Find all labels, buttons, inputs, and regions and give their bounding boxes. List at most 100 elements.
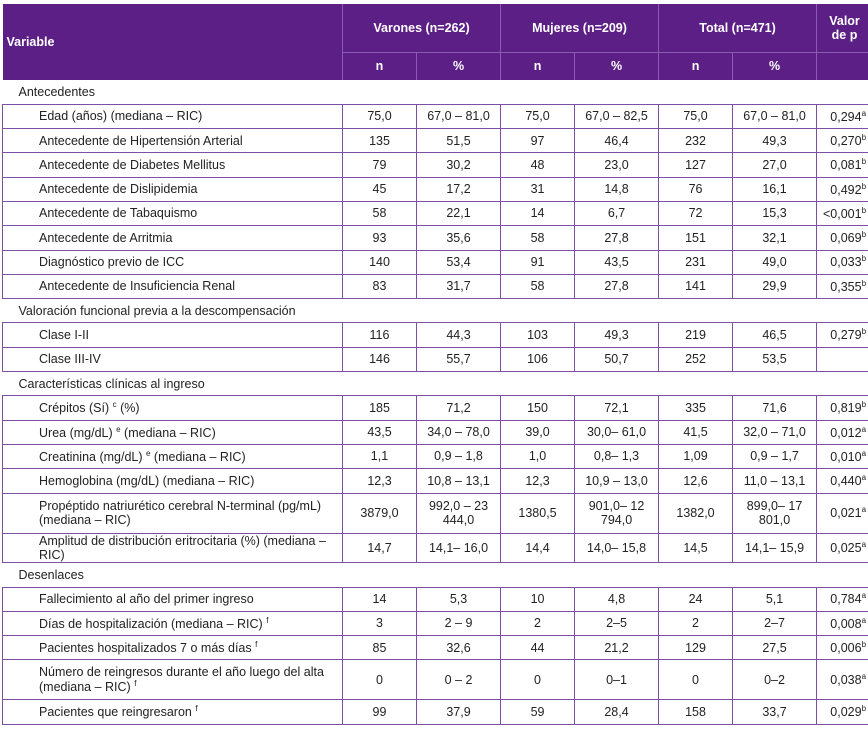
row-label-text: Días de hospitalización (mediana – RIC) [39,617,266,631]
value-cell: 44,3 [417,323,501,347]
value-cell: 33,7 [733,700,817,724]
value-cell: 14,7 [343,533,417,563]
value-cell: 21,2 [575,636,659,660]
row-label: Fallecimiento al año del primer ingreso [3,587,343,611]
value-cell: 2 [501,611,575,635]
value-cell: 0,8– 1,3 [575,444,659,468]
pvalue-text: 0,008 [830,617,861,631]
footnote-mark: b [862,133,866,142]
value-cell: 12,3 [343,469,417,493]
pvalue-text: 0,012 [830,426,861,440]
sub-header-pct: % [575,52,659,80]
value-cell: 97 [501,129,575,153]
value-cell: 22,1 [417,201,501,225]
value-cell: 231 [659,250,733,274]
pvalue-text: 0,270 [830,134,861,148]
table-row: Días de hospitalización (mediana – RIC) … [3,611,868,635]
value-cell: 3879,0 [343,493,417,533]
value-cell: 232 [659,129,733,153]
row-label: Antecedente de Dislipidemia [3,177,343,201]
pvalue-text: 0,819 [830,401,861,415]
section-row: Valoración funcional previa a la descomp… [3,299,868,323]
footnote-mark: a [862,109,866,118]
group-header-mujeres: Mujeres (n=209) [501,4,659,52]
value-cell: 67,0 – 82,5 [575,104,659,128]
pvalue-cell: 0,029b [817,700,868,724]
sub-header-pct: % [733,52,817,80]
value-cell: 44 [501,636,575,660]
row-label: Antecedente de Arritmia [3,226,343,250]
value-cell: 41,5 [659,420,733,444]
value-cell: 51,5 [417,129,501,153]
group-header-varones: Varones (n=262) [343,4,501,52]
row-label-text: Amplitud de distribución eritrocitaria (… [39,534,326,562]
footnote-mark: f [134,679,136,688]
section-title: Valoración funcional previa a la descomp… [3,299,868,323]
pvalue-text: 0,069 [830,231,861,245]
value-cell: 24 [659,587,733,611]
value-cell: 129 [659,636,733,660]
footnote-mark: f [195,704,197,713]
value-cell: 53,4 [417,250,501,274]
value-cell: 59 [501,700,575,724]
value-cell: 335 [659,396,733,420]
row-label: Antecedente de Tabaquismo [3,201,343,225]
section-row: Características clínicas al ingreso [3,372,868,396]
pvalue-cell: 0,081b [817,153,868,177]
value-cell: 45 [343,177,417,201]
row-label: Clase I-II [3,323,343,347]
value-cell: 31,7 [417,274,501,298]
row-label: Amplitud de distribución eritrocitaria (… [3,533,343,563]
value-cell: 14 [343,587,417,611]
value-cell: 14,8 [575,177,659,201]
pvalue-text: 0,010 [830,450,861,464]
value-cell: 901,0– 12 794,0 [575,493,659,533]
row-label: Días de hospitalización (mediana – RIC) … [3,611,343,635]
value-cell: 116 [343,323,417,347]
value-cell: 158 [659,700,733,724]
value-cell: 91 [501,250,575,274]
pvalue-cell: 0,033b [817,250,868,274]
value-cell: 75,0 [343,104,417,128]
table-row: Propéptido natriurético cerebral N-termi… [3,493,868,533]
value-cell: 71,6 [733,396,817,420]
value-cell: 72 [659,201,733,225]
value-cell: 83 [343,274,417,298]
value-cell: 27,5 [733,636,817,660]
value-cell: 16,1 [733,177,817,201]
value-cell: 32,0 – 71,0 [733,420,817,444]
footnote-mark: a [862,540,866,549]
row-label: Crépitos (Sí) c (%) [3,396,343,420]
pvalue-text: 0,029 [830,706,861,720]
value-cell: 2 [659,611,733,635]
footnote-mark: f [266,616,268,625]
value-cell: 48 [501,153,575,177]
value-cell: 35,6 [417,226,501,250]
pvalue-text: 0,033 [830,256,861,270]
pvalue-cell: 0,819b [817,396,868,420]
pvalue-text: 0,440 [830,474,861,488]
value-cell: 58 [343,201,417,225]
sub-header-n: n [501,52,575,80]
data-table: Variable Varones (n=262) Mujeres (n=209)… [2,4,868,725]
row-label: Creatinina (mg/dL) e (mediana – RIC) [3,444,343,468]
row-label-tail: (mediana – RIC) [150,450,245,464]
value-cell: 34,0 – 78,0 [417,420,501,444]
value-cell: 67,0 – 81,0 [417,104,501,128]
row-label-text: Fallecimiento al año del primer ingreso [39,592,254,606]
value-cell: 23,0 [575,153,659,177]
row-label-text: Antecedente de Insuficiencia Renal [39,279,235,293]
value-cell: 27,8 [575,226,659,250]
value-cell: 10,8 – 13,1 [417,469,501,493]
value-cell: 29,9 [733,274,817,298]
row-label: Pacientes que reingresaron f [3,700,343,724]
value-cell: 1,09 [659,444,733,468]
footnote-mark: b [862,182,866,191]
